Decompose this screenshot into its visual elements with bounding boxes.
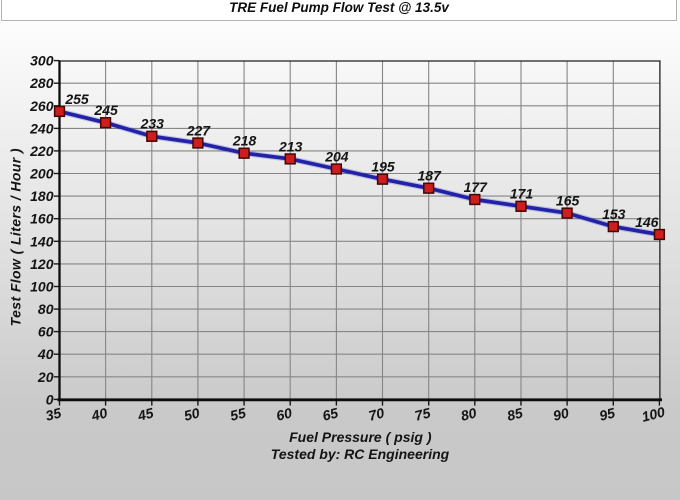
svg-text:200: 200 [29, 166, 54, 182]
svg-text:95: 95 [598, 404, 617, 423]
svg-text:75: 75 [413, 404, 432, 423]
svg-text:160: 160 [30, 211, 54, 227]
svg-text:20: 20 [37, 369, 54, 385]
svg-text:300: 300 [30, 53, 54, 69]
svg-text:35: 35 [44, 404, 63, 423]
svg-text:245: 245 [93, 102, 118, 118]
svg-text:65: 65 [321, 404, 340, 423]
svg-text:Tested by: RC Engineering: Tested by: RC Engineering [271, 446, 450, 462]
svg-text:55: 55 [228, 404, 247, 423]
svg-text:120: 120 [30, 256, 54, 272]
svg-text:213: 213 [278, 138, 303, 154]
svg-text:280: 280 [29, 75, 54, 91]
svg-text:227: 227 [186, 122, 212, 138]
svg-text:240: 240 [29, 120, 54, 136]
svg-text:50: 50 [182, 404, 201, 423]
svg-text:140: 140 [30, 233, 54, 249]
svg-text:Fuel Pressure ( psig ): Fuel Pressure ( psig ) [289, 429, 432, 445]
svg-text:60: 60 [274, 404, 293, 423]
svg-text:45: 45 [135, 404, 155, 424]
svg-text:187: 187 [418, 168, 443, 184]
svg-text:85: 85 [505, 404, 524, 423]
svg-text:218: 218 [232, 133, 257, 149]
svg-text:80: 80 [38, 301, 54, 317]
svg-text:165: 165 [556, 193, 580, 209]
svg-text:100: 100 [640, 404, 667, 425]
svg-text:40: 40 [37, 346, 54, 362]
svg-text:255: 255 [64, 91, 89, 107]
svg-text:233: 233 [140, 116, 165, 132]
svg-text:90: 90 [551, 404, 570, 423]
svg-text:Test Flow ( Liters / Hour ): Test Flow ( Liters / Hour ) [8, 148, 24, 326]
svg-text:153: 153 [602, 206, 626, 222]
svg-text:260: 260 [29, 98, 54, 114]
svg-text:220: 220 [29, 143, 54, 159]
svg-text:60: 60 [38, 324, 54, 340]
svg-text:146: 146 [635, 214, 659, 230]
svg-text:195: 195 [371, 159, 395, 175]
svg-text:80: 80 [459, 404, 478, 423]
svg-text:70: 70 [367, 404, 386, 423]
svg-text:40: 40 [89, 404, 109, 424]
svg-text:100: 100 [30, 279, 54, 295]
svg-text:204: 204 [324, 148, 349, 164]
svg-text:180: 180 [30, 188, 54, 204]
svg-text:0: 0 [46, 391, 54, 407]
svg-text:171: 171 [510, 186, 534, 202]
svg-text:177: 177 [464, 179, 489, 195]
